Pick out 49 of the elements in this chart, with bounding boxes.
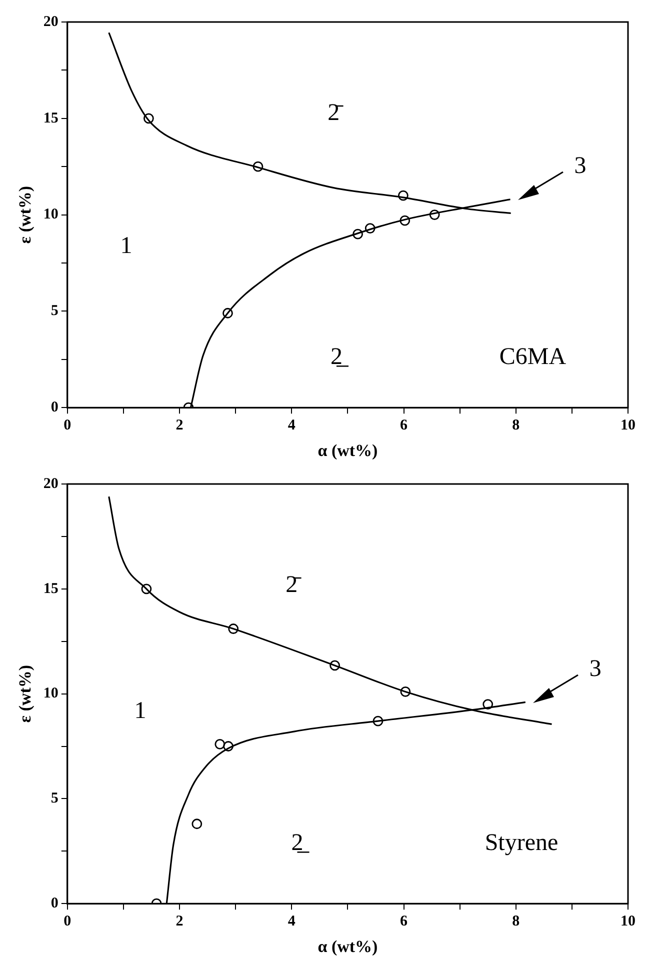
annotation: 3 (589, 656, 602, 682)
x-tick-label: 10 (620, 913, 636, 930)
point (192, 818, 202, 830)
point (482, 699, 494, 710)
x-tick-label: 8 (512, 913, 520, 930)
x-tick-label: 0 (64, 913, 72, 930)
x-tick-label: 8 (512, 417, 520, 434)
y-tick-label: 5 (50, 790, 58, 807)
annotation: 1 (120, 232, 132, 259)
x-tick-label: 10 (620, 417, 636, 434)
point (214, 738, 226, 750)
point (372, 716, 384, 726)
y-tick-label: 10 (43, 206, 58, 223)
annotation: 1 (134, 697, 146, 724)
y-axis-title: ε (wt%) (16, 186, 35, 244)
y-tick-label: 15 (43, 580, 58, 597)
y-tick-label: 15 (43, 110, 58, 126)
annotation: C6MA (499, 344, 566, 371)
x-tick-label: 4 (288, 913, 296, 930)
y-tick-label: 20 (43, 476, 58, 492)
point (228, 624, 239, 634)
x-axis-title: α (wt%) (318, 441, 378, 460)
point (143, 113, 154, 124)
y-tick-label: 0 (50, 895, 58, 912)
x-tick-label: 2 (176, 913, 184, 930)
x-tick-label: 2 (176, 417, 184, 434)
y-tick-label: 0 (50, 399, 58, 416)
x-tick-label: 6 (400, 913, 408, 930)
y-tick-label: 5 (50, 303, 58, 320)
point (398, 190, 408, 201)
annotation: Styrene (484, 830, 558, 856)
point (252, 161, 264, 172)
y-tick-label: 10 (43, 686, 58, 702)
point (400, 686, 411, 697)
point (330, 660, 340, 671)
x-tick-label: 6 (400, 417, 408, 434)
y-tick-label: 20 (43, 14, 58, 30)
point (429, 210, 440, 220)
point (364, 223, 376, 234)
x-tick-label: 0 (64, 417, 72, 434)
point (222, 308, 233, 318)
point (400, 215, 410, 226)
annotation: 3 (574, 153, 586, 180)
point (141, 584, 152, 594)
x-axis-title: α (wt%) (318, 937, 378, 956)
y-axis-title: ε (wt%) (16, 664, 35, 723)
x-tick-label: 4 (288, 417, 296, 434)
point (352, 228, 363, 240)
point (223, 741, 234, 752)
